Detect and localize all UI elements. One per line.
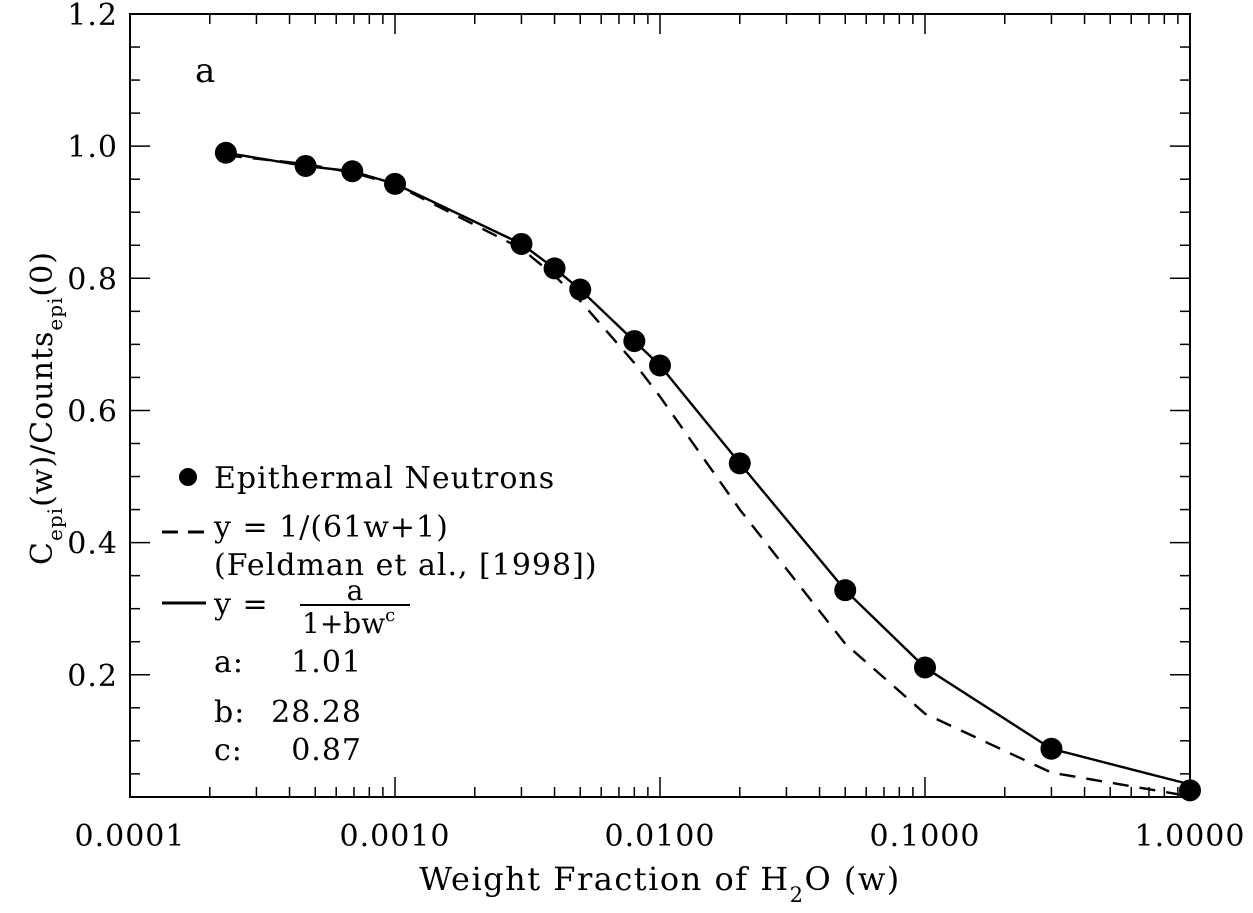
x-axis-label: Weight Fraction of H2O (w) xyxy=(419,860,901,907)
legend-dashed-citation: (Feldman et al., [1998]) xyxy=(214,548,598,583)
y-axis-label-p2: (w)/Counts xyxy=(25,331,60,507)
y-axis-label-p3: (0) xyxy=(25,251,60,297)
legend-points-label: Epithermal Neutrons xyxy=(214,461,555,496)
legend-solid-denominator: 1+bwc xyxy=(302,605,395,640)
x-axis-label-sub: 2 xyxy=(790,883,805,907)
legend-params: a: 1.01 b: 28.28 c: 0.87 xyxy=(214,645,362,768)
fit-curve-line xyxy=(225,151,1191,786)
y-tick-label: 0.4 xyxy=(67,527,118,562)
y-axis-label-s2: epi xyxy=(43,297,67,331)
legend-param-name: a: xyxy=(214,645,244,680)
x-axis-label-tail: O (w) xyxy=(805,860,901,898)
x-tick-label: 0.0100 xyxy=(605,819,716,854)
legend-solid-den-base: 1+bw xyxy=(302,607,385,640)
y-tick-label: 0.6 xyxy=(67,394,118,429)
legend-solid-prefix: y = xyxy=(213,587,269,622)
y-tick-label: 0.2 xyxy=(67,659,118,694)
data-point xyxy=(1179,779,1201,802)
data-point xyxy=(214,141,237,164)
y-tick-label: 1.2 xyxy=(67,0,118,33)
plot-frame xyxy=(129,13,1191,798)
y-axis-label-s1: epi xyxy=(43,507,67,541)
legend-param-name: b: xyxy=(214,695,245,730)
x-tick-label: 0.0001 xyxy=(75,819,186,854)
legend-point-marker xyxy=(179,468,197,486)
x-tick-label: 0.1000 xyxy=(870,819,981,854)
x-tick-label: 1.0000 xyxy=(1135,819,1246,854)
legend-dashed-label: y = 1/(61w+1) xyxy=(213,510,449,545)
y-axis-label: Cepi(w)/Countsepi(0) xyxy=(25,251,67,565)
legend-param-name: c: xyxy=(214,733,243,768)
axis-ticks xyxy=(129,13,1191,797)
legend-param-value: 0.87 xyxy=(291,733,362,768)
y-tick-label: 1.0 xyxy=(67,130,118,165)
tick-labels: 0.0001 0.0010 0.0100 0.1000 1.0000 0.2 0.4 0.6 0… xyxy=(67,0,1246,854)
legend-param-value: 1.01 xyxy=(291,645,362,680)
legend-solid-den-exp: c xyxy=(385,605,395,626)
x-tick-label: 0.0010 xyxy=(340,819,451,854)
y-tick-label: 0.8 xyxy=(67,262,118,297)
legend-param-value: 28.28 xyxy=(271,695,362,730)
series-layer xyxy=(214,141,1201,802)
x-axis-label-main: Weight Fraction of H xyxy=(419,860,789,898)
panel-label: a xyxy=(195,51,215,91)
legend-solid-numerator: a xyxy=(347,574,364,607)
y-axis-label-p1: C xyxy=(25,541,60,565)
legend: Epithermal Neutrons y = 1/(61w+1) (Feldm… xyxy=(162,461,598,768)
